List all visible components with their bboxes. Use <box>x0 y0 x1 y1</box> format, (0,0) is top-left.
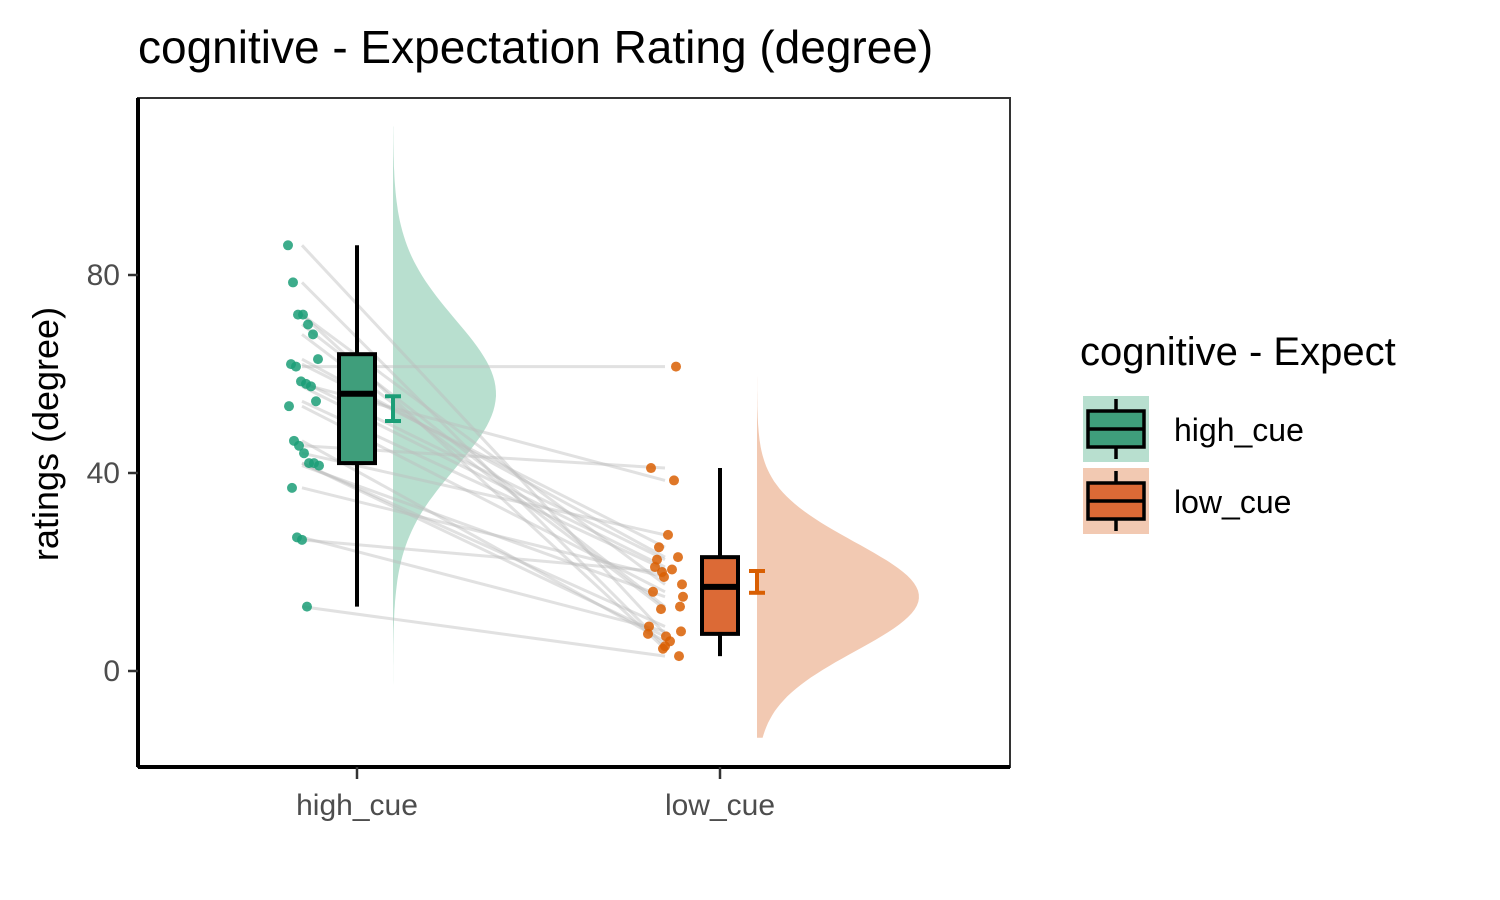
point-high-cue-13 <box>311 396 321 407</box>
legend-title: cognitive - Expect <box>1080 330 1396 374</box>
subject-line-19 <box>301 461 666 638</box>
point-high-cue-2 <box>288 277 298 288</box>
subject-line-23 <box>301 538 666 574</box>
y-tick-label-40: 40 <box>87 457 120 490</box>
x-tick-label-high_cue: high_cue <box>296 789 418 822</box>
point-low-cue-12 <box>650 562 660 573</box>
point-low-cue-17 <box>663 529 673 540</box>
point-low-cue-19 <box>661 631 671 642</box>
point-low-cue-13 <box>667 564 677 575</box>
subject-line-1 <box>300 244 667 635</box>
point-high-cue-1 <box>283 240 293 251</box>
subject-line-17 <box>301 451 666 537</box>
subject-line-18 <box>301 461 666 628</box>
subject-line-22 <box>301 535 666 633</box>
legend-label-low_cue: low_cue <box>1174 484 1291 520</box>
point-low-cue-4 <box>658 643 668 654</box>
chart-title: cognitive - Expectation Rating (degree) <box>138 21 933 73</box>
point-high-cue-4 <box>298 309 308 320</box>
x-tick-label-low_cue: low_cue <box>665 789 775 822</box>
point-high-cue-14 <box>284 401 294 412</box>
point-low-cue-5 <box>675 601 685 612</box>
legend-item-high_cue: high_cue <box>1083 396 1304 462</box>
point-low-cue-1 <box>643 628 653 639</box>
legend-label-high_cue: high_cue <box>1174 412 1304 448</box>
point-low-cue-23 <box>657 567 667 577</box>
density-cloud-low_cue <box>757 284 919 738</box>
subject-line-15 <box>301 439 666 643</box>
point-high-cue-6 <box>308 329 318 340</box>
point-low-cue-20 <box>678 591 688 602</box>
point-low-cue-18 <box>644 621 654 632</box>
point-high-cue-17 <box>299 448 309 459</box>
point-low-cue-24 <box>674 651 684 662</box>
subject-line-20 <box>301 464 666 599</box>
point-high-cue-7 <box>313 354 323 365</box>
y-axis-title: ratings (degree) <box>25 307 66 561</box>
point-low-cue-11 <box>669 475 679 486</box>
point-high-cue-23 <box>297 534 307 545</box>
point-low-cue-6 <box>656 604 666 615</box>
point-high-cue-5 <box>303 319 313 330</box>
point-high-cue-12 <box>306 381 316 392</box>
point-low-cue-9 <box>671 361 681 372</box>
plot-area: 0 40 80 high_cue low_cue <box>87 97 1011 822</box>
point-low-cue-8 <box>654 542 664 553</box>
point-low-cue-7 <box>673 552 683 563</box>
point-low-cue-16 <box>646 463 656 474</box>
density-cloud-high_cue <box>393 126 496 726</box>
panel-border <box>137 97 1011 768</box>
legend: cognitive - Expect high_cue low_cue <box>1080 330 1396 534</box>
box-low_cue <box>700 555 740 636</box>
legend-item-low_cue: low_cue <box>1083 468 1291 534</box>
point-high-cue-9 <box>291 361 301 372</box>
y-tick-label-80: 80 <box>87 259 120 292</box>
point-high-cue-24 <box>302 601 312 612</box>
subject-line-21 <box>301 486 666 579</box>
point-high-cue-20 <box>314 460 324 471</box>
point-low-cue-14 <box>648 586 658 597</box>
subject-line-2 <box>300 281 667 648</box>
point-low-cue-3 <box>677 579 687 590</box>
subject-line-24 <box>301 605 666 658</box>
box-high_cue <box>337 352 377 466</box>
point-high-cue-16 <box>294 440 304 451</box>
point-high-cue-21 <box>287 482 297 493</box>
point-low-cue-22 <box>676 626 686 637</box>
y-tick-label-0: 0 <box>103 655 120 688</box>
